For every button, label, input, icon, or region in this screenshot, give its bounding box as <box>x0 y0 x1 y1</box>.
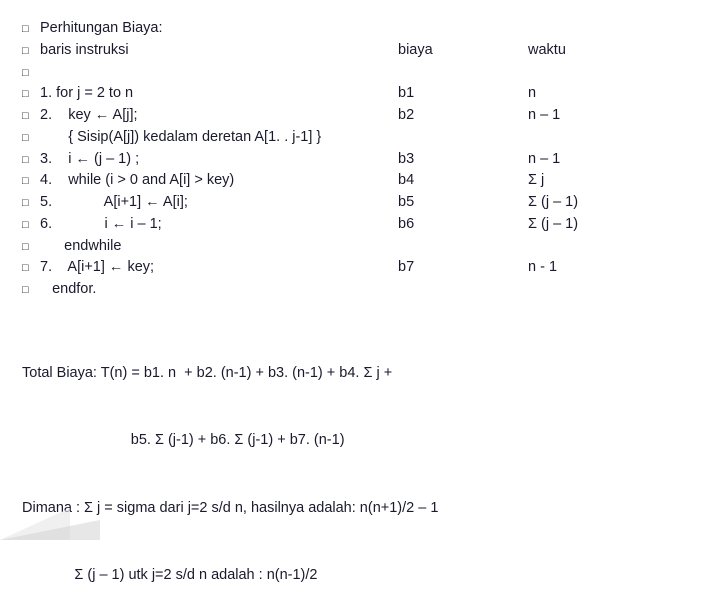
total-line-1: Total Biaya: T(n) = b1. n + b2. (n-1) + … <box>22 362 698 384</box>
bullet-icon: □ <box>22 236 40 256</box>
instruction-text: 7. A[i+1] ← key; <box>40 257 398 279</box>
instruction-text: 1. for j = 2 to n <box>40 83 398 105</box>
page-title: Perhitungan Biaya: <box>40 18 398 40</box>
instruction-row: □4. while (i > 0 and A[i] > key)b4Σ j <box>22 170 698 192</box>
waktu-cell: n <box>528 83 658 105</box>
bullet-icon: □ <box>22 83 40 103</box>
waktu-cell: n – 1 <box>528 149 658 171</box>
bullet-icon: □ <box>22 105 40 125</box>
instruction-row: □2. key ← A[j];b2n – 1 <box>22 105 698 127</box>
bullet-icon: □ <box>22 149 40 169</box>
bullet-icon: □ <box>22 62 40 82</box>
bullet-icon: □ <box>22 257 40 277</box>
total-line-2: b5. Σ (j-1) + b6. Σ (j-1) + b7. (n-1) <box>22 429 698 451</box>
total-line-4: Σ (j – 1) utk j=2 s/d n adalah : n(n-1)/… <box>22 564 698 586</box>
bullet-icon: □ <box>22 127 40 147</box>
biaya-cell: b1 <box>398 83 528 105</box>
instruction-row: □ endfor. <box>22 279 698 301</box>
instruction-text: 3. i ← (j – 1) ; <box>40 149 398 171</box>
instruction-text: 4. while (i > 0 and A[i] > key) <box>40 170 398 192</box>
instruction-text: 6. i ← i – 1; <box>40 214 398 236</box>
instruction-row: □7. A[i+1] ← key;b7n - 1 <box>22 257 698 279</box>
total-block: Total Biaya: T(n) = b1. n + b2. (n-1) + … <box>22 317 698 609</box>
instruction-row: □ endwhile <box>22 236 698 258</box>
col-header-biaya: biaya <box>398 40 528 62</box>
biaya-cell: b7 <box>398 257 528 279</box>
instruction-row: □ { Sisip(A[j]) kedalam deretan A[1. . j… <box>22 127 698 149</box>
blank-row: □ <box>22 62 698 84</box>
header-row: □ baris instruksi biaya waktu <box>22 40 698 62</box>
instruction-row: □1. for j = 2 to nb1n <box>22 83 698 105</box>
biaya-cell: b6 <box>398 214 528 236</box>
instruction-row: □3. i ← (j – 1) ;b3n – 1 <box>22 149 698 171</box>
corner-decoration <box>0 520 100 540</box>
bullet-icon: □ <box>22 192 40 212</box>
biaya-cell: b3 <box>398 149 528 171</box>
col-header-waktu: waktu <box>528 40 658 62</box>
biaya-cell: b2 <box>398 105 528 127</box>
instruction-text: { Sisip(A[j]) kedalam deretan A[1. . j-1… <box>40 127 398 149</box>
instruction-row: □6. i ← i – 1;b6Σ (j – 1) <box>22 214 698 236</box>
waktu-cell: Σ j <box>528 170 658 192</box>
bullet-icon: □ <box>22 170 40 190</box>
bullet-icon: □ <box>22 18 40 38</box>
instruction-row: □5. A[i+1] ← A[i];b5Σ (j – 1) <box>22 192 698 214</box>
waktu-cell: n – 1 <box>528 105 658 127</box>
biaya-cell: b4 <box>398 170 528 192</box>
col-header-instruksi: baris instruksi <box>40 40 398 62</box>
instruction-text: endfor. <box>40 279 398 301</box>
biaya-cell: b5 <box>398 192 528 214</box>
bullet-icon: □ <box>22 279 40 299</box>
waktu-cell: Σ (j – 1) <box>528 192 658 214</box>
instruction-text: endwhile <box>40 236 398 258</box>
bullet-icon: □ <box>22 40 40 60</box>
title-row: □ Perhitungan Biaya: <box>22 18 698 40</box>
total-line-3: Dimana : Σ j = sigma dari j=2 s/d n, has… <box>22 497 698 519</box>
waktu-cell: Σ (j – 1) <box>528 214 658 236</box>
waktu-cell: n - 1 <box>528 257 658 279</box>
bullet-icon: □ <box>22 214 40 234</box>
instruction-text: 5. A[i+1] ← A[i]; <box>40 192 398 214</box>
instruction-text: 2. key ← A[j]; <box>40 105 398 127</box>
